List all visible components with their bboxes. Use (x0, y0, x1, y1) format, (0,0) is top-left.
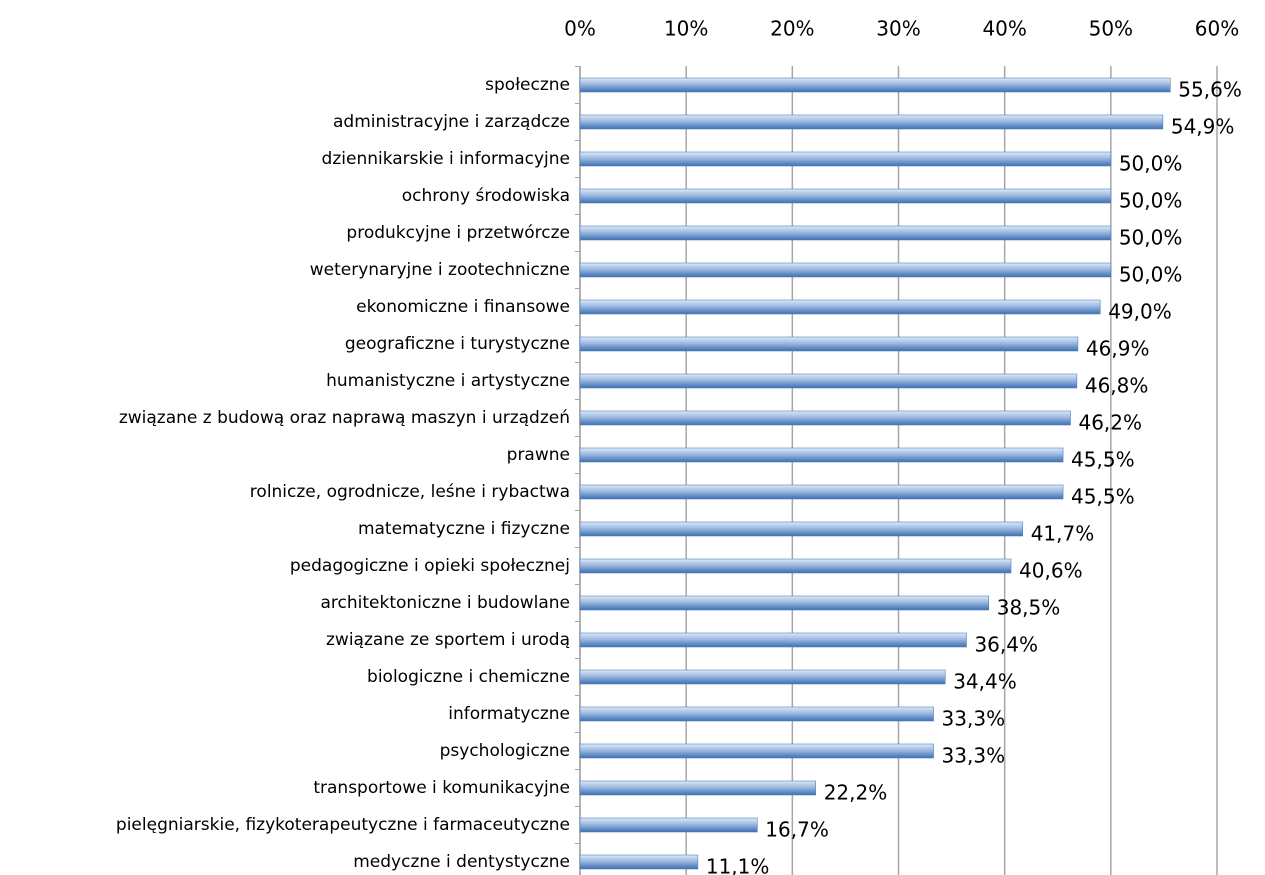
value-label: 33,3% (942, 744, 1006, 768)
bar (579, 77, 1171, 93)
value-label: 45,5% (1071, 485, 1135, 509)
bar (579, 262, 1112, 278)
category-label: architektoniczne i budowlane (321, 593, 570, 613)
bar (579, 780, 816, 796)
value-label: 46,9% (1086, 337, 1150, 361)
bar-group (579, 77, 1171, 93)
value-label: 41,7% (1031, 522, 1095, 546)
x-tick-label: 0% (564, 17, 596, 41)
bar-group (579, 521, 1024, 537)
bar (579, 854, 699, 870)
bar-group (579, 817, 758, 833)
bar-group (579, 447, 1064, 463)
bar (579, 632, 967, 648)
bar-group (579, 743, 934, 759)
bar (579, 225, 1112, 241)
value-label: 46,2% (1078, 411, 1142, 435)
bar-group (579, 484, 1064, 500)
category-label: informatyczne (448, 704, 570, 724)
category-label: psychologiczne (440, 741, 570, 761)
value-label: 16,7% (765, 818, 829, 842)
bar (579, 595, 990, 611)
value-label: 49,0% (1108, 300, 1172, 324)
value-label: 36,4% (974, 633, 1038, 657)
bar-group (579, 632, 967, 648)
category-label: transportowe i komunikacyjne (313, 778, 570, 798)
bar-group (579, 151, 1112, 167)
x-tick-label: 60% (1195, 17, 1239, 41)
bar-group (579, 595, 990, 611)
bar-group (579, 114, 1164, 130)
value-label: 11,1% (706, 855, 770, 875)
x-tick-label: 30% (876, 17, 920, 41)
category-label: medyczne i dentystyczne (353, 852, 570, 872)
value-label: 54,9% (1171, 115, 1235, 139)
bar-group (579, 188, 1112, 204)
bar-group (579, 262, 1112, 278)
bar (579, 373, 1078, 389)
value-label: 45,5% (1071, 448, 1135, 472)
category-label: rolnicze, ogrodnicze, leśne i rybactwa (250, 482, 570, 502)
category-label: produkcyjne i przetwórcze (346, 223, 570, 243)
category-label: związane z budową oraz naprawą maszyn i … (119, 408, 570, 428)
value-label: 46,8% (1085, 374, 1149, 398)
bar-group (579, 780, 816, 796)
bar-group (579, 410, 1071, 426)
category-label: ochrony środowiska (402, 186, 570, 206)
value-label: 22,2% (824, 781, 888, 805)
category-label: pielęgniarskie, fizykoterapeutyczne i fa… (116, 815, 570, 835)
category-label: administracyjne i zarządcze (333, 112, 570, 132)
category-label: matematyczne i fizyczne (358, 519, 570, 539)
bar (579, 743, 934, 759)
bar-group (579, 706, 934, 722)
category-label: weterynaryjne i zootechniczne (310, 260, 570, 280)
bar-group (579, 336, 1079, 352)
bar (579, 336, 1079, 352)
bar (579, 558, 1012, 574)
bar-group (579, 299, 1101, 315)
bar (579, 188, 1112, 204)
bar (579, 669, 946, 685)
x-tick-label: 40% (982, 17, 1026, 41)
category-label: biologiczne i chemiczne (367, 667, 570, 687)
bar (579, 817, 758, 833)
bar-group (579, 225, 1112, 241)
bar (579, 151, 1112, 167)
category-label: dziennikarskie i informacyjne (322, 149, 570, 169)
bar-group (579, 854, 699, 870)
bar (579, 484, 1064, 500)
x-tick-label: 50% (1089, 17, 1133, 41)
category-label: prawne (507, 445, 570, 465)
bar (579, 410, 1071, 426)
category-label: związane ze sportem i urodą (326, 630, 570, 650)
value-label: 50,0% (1119, 189, 1183, 213)
value-label: 55,6% (1178, 78, 1242, 102)
value-label: 38,5% (997, 596, 1061, 620)
category-label: ekonomiczne i finansowe (356, 297, 570, 317)
category-label: społeczne (485, 75, 570, 95)
bar (579, 521, 1024, 537)
bar (579, 114, 1164, 130)
bar (579, 299, 1101, 315)
value-label: 50,0% (1119, 152, 1183, 176)
bar (579, 447, 1064, 463)
value-label: 50,0% (1119, 226, 1183, 250)
bar-group (579, 558, 1012, 574)
bar-group (579, 373, 1078, 389)
category-label: geograficzne i turystyczne (345, 334, 570, 354)
value-label: 34,4% (953, 670, 1017, 694)
bar (579, 706, 934, 722)
x-tick-label: 20% (770, 17, 814, 41)
bar-group (579, 669, 946, 685)
x-tick-label: 10% (664, 17, 708, 41)
value-label: 40,6% (1019, 559, 1083, 583)
category-label: pedagogiczne i opieki społecznej (290, 556, 570, 576)
value-label: 33,3% (942, 707, 1006, 731)
category-label: humanistyczne i artystyczne (326, 371, 570, 391)
value-label: 50,0% (1119, 263, 1183, 287)
